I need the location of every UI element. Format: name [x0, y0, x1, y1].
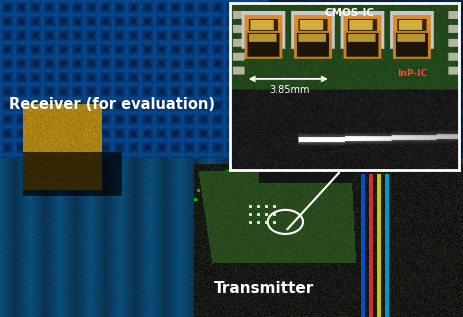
Text: Transmitter: Transmitter — [213, 281, 313, 295]
Text: 3.85mm: 3.85mm — [269, 85, 309, 95]
Text: CMOS-IC: CMOS-IC — [324, 8, 373, 18]
Text: Receiver (for evaluation): Receiver (for evaluation) — [9, 97, 215, 112]
Text: InP-IC: InP-IC — [396, 69, 426, 78]
